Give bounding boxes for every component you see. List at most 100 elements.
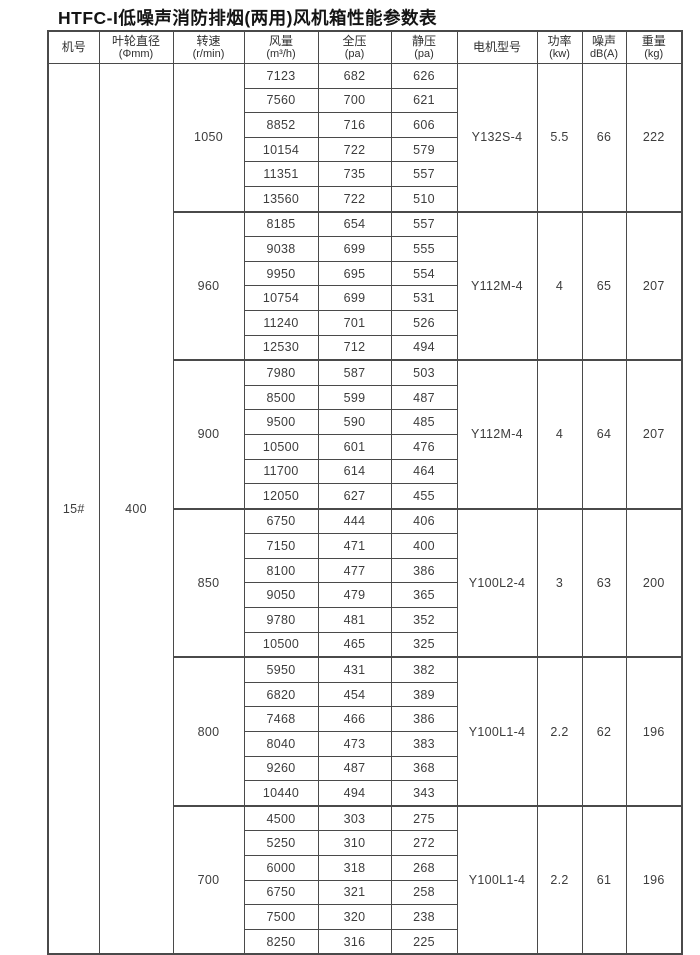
static-pressure-cell: 368 [390, 755, 458, 782]
total-pressure-cell: 614 [317, 458, 392, 485]
airflow-cell: 8185 [243, 210, 319, 238]
table-body: 15# 400 1050 7123 682 626 Y132S-4 5.5 66 222 7560 7… [47, 62, 683, 955]
motor-model-cell: Y112M-4 [456, 359, 538, 510]
total-pressure-cell: 321 [317, 879, 392, 906]
airflow-cell: 8852 [243, 112, 319, 138]
table-row: 8500 599 487 [48, 384, 682, 411]
header-label: 重量 [641, 33, 666, 48]
col-header-impeller-diameter: 叶轮直径 (Φmm) [98, 30, 174, 64]
motor-model-cell: Y100L2-4 [456, 507, 538, 658]
table-row: 10754 699 531 [48, 285, 682, 311]
header-label: 风量 [268, 33, 293, 48]
airflow-cell: 8250 [243, 928, 319, 955]
airflow-cell: 7123 [243, 63, 319, 89]
weight-cell: 200 [625, 507, 683, 658]
header-unit: (m³/h) [266, 48, 296, 61]
static-pressure-cell: 606 [390, 112, 458, 138]
table-row: 8100 477 386 [48, 557, 682, 584]
total-pressure-cell: 303 [317, 804, 392, 832]
power-cell: 2.2 [536, 656, 583, 807]
airflow-cell: 5250 [243, 830, 319, 856]
total-pressure-cell: 471 [317, 533, 392, 559]
static-pressure-cell: 487 [390, 384, 458, 411]
static-pressure-cell: 485 [390, 409, 458, 435]
weight-cell: 196 [625, 804, 683, 955]
noise-cell: 64 [581, 359, 627, 510]
col-header-total-pressure: 全压 (pa) [317, 30, 392, 64]
col-header-noise: 噪声 dB(A) [581, 30, 627, 64]
static-pressure-cell: 225 [390, 928, 458, 955]
airflow-cell: 11351 [243, 161, 319, 187]
airflow-cell: 6750 [243, 507, 319, 535]
col-header-motor-model: 电机型号 [456, 30, 538, 64]
airflow-cell: 10500 [243, 631, 319, 658]
static-pressure-cell: 464 [390, 458, 458, 485]
table-row: 9050 479 365 [48, 582, 682, 609]
total-pressure-cell: 682 [317, 63, 392, 89]
static-pressure-cell: 557 [390, 210, 458, 238]
total-pressure-cell: 712 [317, 334, 392, 361]
static-pressure-cell: 258 [390, 879, 458, 906]
airflow-cell: 10154 [243, 136, 319, 163]
total-pressure-cell: 466 [317, 706, 392, 733]
airflow-cell: 13560 [243, 185, 319, 213]
weight-cell: 207 [625, 210, 683, 361]
static-pressure-cell: 275 [390, 804, 458, 832]
airflow-cell: 5950 [243, 656, 319, 683]
noise-cell: 62 [581, 656, 627, 807]
speed-cell: 960 [172, 210, 245, 361]
header-label: 电机型号 [472, 40, 521, 55]
table-row: 11351 735 557 [48, 161, 682, 187]
col-header-weight: 重量 (kg) [625, 30, 683, 64]
header-unit: (kg) [644, 48, 664, 61]
col-header-speed: 转速 (r/min) [172, 30, 245, 64]
total-pressure-cell: 494 [317, 780, 392, 807]
airflow-cell: 11240 [243, 309, 319, 336]
airflow-cell: 7468 [243, 706, 319, 733]
speed-cell: 1050 [172, 62, 245, 213]
motor-model-cell: Y100L1-4 [456, 656, 538, 807]
total-pressure-cell: 587 [317, 359, 392, 386]
table-row: 8852 716 606 [48, 112, 682, 138]
airflow-cell: 8500 [243, 384, 319, 411]
total-pressure-cell: 318 [317, 855, 392, 881]
table-row: 10440 494 343 [48, 780, 682, 807]
static-pressure-cell: 382 [390, 656, 458, 683]
total-pressure-cell: 699 [317, 285, 392, 311]
header-unit: (pa) [414, 48, 434, 61]
total-pressure-cell: 699 [317, 236, 392, 262]
motor-model-cell: Y132S-4 [456, 62, 538, 213]
total-pressure-cell: 735 [317, 161, 392, 187]
airflow-cell: 6750 [243, 879, 319, 906]
static-pressure-cell: 621 [390, 87, 458, 114]
airflow-cell: 6000 [243, 855, 319, 881]
power-cell: 4 [536, 210, 583, 361]
total-pressure-cell: 654 [317, 210, 392, 238]
table-row: 10154 722 579 [48, 136, 682, 163]
static-pressure-cell: 526 [390, 309, 458, 336]
machine-no-cell: 15# [47, 63, 100, 955]
airflow-cell: 10754 [243, 285, 319, 311]
airflow-cell: 8100 [243, 557, 319, 584]
total-pressure-cell: 701 [317, 309, 392, 336]
static-pressure-cell: 343 [390, 780, 458, 807]
table-row: 5250 310 272 [48, 830, 682, 856]
total-pressure-cell: 479 [317, 582, 392, 609]
airflow-cell: 11700 [243, 458, 319, 485]
total-pressure-cell: 487 [317, 755, 392, 782]
airflow-cell: 7560 [243, 87, 319, 114]
total-pressure-cell: 722 [317, 185, 392, 213]
power-cell: 2.2 [536, 804, 583, 955]
static-pressure-cell: 579 [390, 136, 458, 163]
static-pressure-cell: 325 [390, 631, 458, 658]
table-row: 12050 627 455 [48, 483, 682, 510]
static-pressure-cell: 365 [390, 582, 458, 609]
static-pressure-cell: 238 [390, 904, 458, 930]
airflow-cell: 6820 [243, 681, 319, 708]
weight-cell: 222 [625, 62, 683, 213]
static-pressure-cell: 476 [390, 433, 458, 460]
header-unit: (kw) [549, 48, 570, 61]
motor-model-cell: Y112M-4 [456, 210, 538, 361]
total-pressure-cell: 431 [317, 656, 392, 683]
total-pressure-cell: 481 [317, 607, 392, 633]
